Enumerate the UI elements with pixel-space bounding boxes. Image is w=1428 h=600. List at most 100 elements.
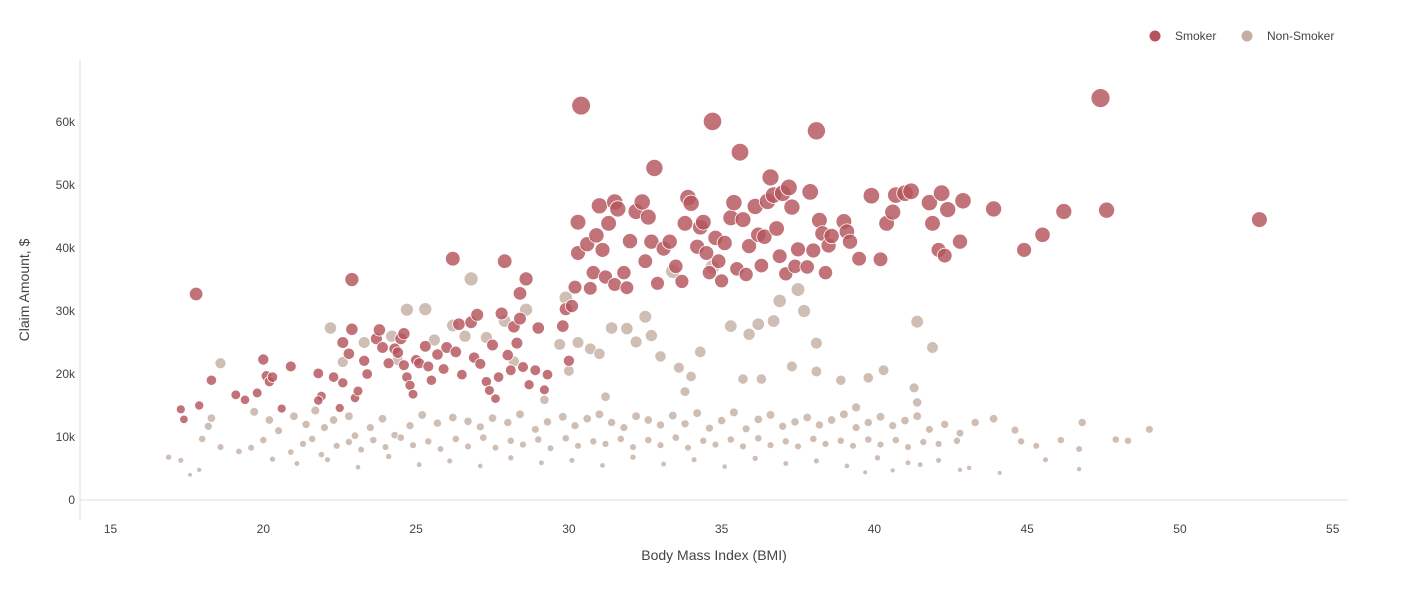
data-point: [358, 354, 371, 367]
data-point: [456, 368, 468, 381]
data-point: [357, 445, 365, 454]
data-point: [741, 238, 758, 255]
data-point: [293, 460, 301, 467]
data-point: [1111, 435, 1120, 444]
data-point: [558, 412, 568, 422]
data-point: [790, 282, 806, 297]
x-tick-label: 15: [104, 522, 118, 536]
data-point: [753, 257, 770, 274]
data-point: [925, 425, 934, 434]
data-point: [1251, 211, 1268, 228]
data-point: [424, 437, 433, 446]
data-point: [639, 208, 657, 226]
data-point: [534, 435, 543, 444]
data-point: [1075, 445, 1083, 453]
data-point: [620, 322, 634, 336]
data-point: [904, 443, 912, 451]
data-point: [716, 415, 727, 426]
data-point: [754, 434, 763, 443]
data-point: [957, 466, 964, 473]
data-point: [781, 437, 790, 446]
x-tick-label: 25: [409, 522, 423, 536]
data-point: [637, 253, 654, 269]
data-point: [801, 183, 819, 201]
data-point: [327, 371, 340, 383]
data-point: [699, 436, 708, 445]
data-point: [436, 445, 445, 453]
data-point: [188, 286, 204, 302]
data-points: [165, 88, 1268, 478]
data-point: [546, 444, 555, 453]
data-point: [417, 410, 427, 420]
data-point: [582, 414, 592, 424]
data-point: [561, 434, 570, 443]
data-point: [230, 389, 242, 401]
data-point: [452, 317, 466, 331]
data-point: [486, 338, 499, 352]
data-point: [494, 306, 509, 321]
data-point: [1016, 242, 1032, 258]
data-point: [344, 272, 360, 287]
data-point: [361, 368, 373, 380]
data-point: [259, 436, 268, 445]
data-point: [289, 411, 299, 421]
data-point: [876, 440, 885, 449]
data-point: [954, 192, 972, 210]
legend[interactable]: Smoker Non-Smoker: [1149, 29, 1335, 43]
data-point: [673, 361, 685, 374]
data-point: [431, 348, 444, 361]
data-point: [312, 367, 325, 380]
data-point: [970, 417, 980, 428]
data-point: [381, 443, 390, 451]
x-tick-label: 45: [1021, 522, 1035, 536]
data-point: [751, 317, 765, 331]
data-point: [571, 336, 585, 349]
data-point: [694, 345, 707, 359]
data-point: [638, 309, 653, 324]
data-point: [505, 364, 517, 376]
data-point: [570, 421, 580, 431]
legend-item[interactable]: Non-Smoker: [1241, 29, 1335, 43]
legend-label: Non-Smoker: [1267, 29, 1334, 43]
x-tick-label: 55: [1326, 522, 1340, 536]
data-point: [851, 250, 867, 267]
data-point: [336, 356, 349, 368]
legend-item[interactable]: Smoker: [1149, 29, 1217, 43]
data-point: [448, 412, 458, 423]
data-point: [786, 360, 798, 373]
data-point: [716, 235, 733, 251]
data-point: [382, 357, 395, 370]
data-point: [369, 436, 378, 445]
data-point: [679, 386, 691, 397]
data-point: [175, 404, 186, 415]
data-point: [590, 197, 608, 215]
data-point: [415, 461, 423, 468]
data-point: [644, 329, 658, 343]
data-point: [849, 441, 857, 450]
data-point: [952, 436, 961, 445]
y-tick-label: 60k: [56, 115, 76, 129]
data-point: [656, 420, 666, 430]
data-point: [396, 433, 405, 442]
data-point: [344, 437, 353, 446]
data-point: [790, 417, 800, 427]
data-point: [214, 357, 227, 370]
data-point: [631, 411, 641, 421]
data-point: [405, 421, 415, 431]
data-point: [877, 364, 890, 376]
data-point: [843, 462, 851, 470]
data-point: [264, 415, 275, 425]
data-point: [875, 412, 886, 422]
data-point: [739, 442, 747, 451]
data-point: [629, 335, 643, 349]
data-point: [1076, 466, 1083, 473]
data-point: [539, 394, 550, 405]
data-point: [470, 307, 485, 322]
data-point: [266, 371, 279, 383]
data-point: [676, 215, 694, 232]
data-point: [619, 280, 635, 295]
data-point: [600, 391, 611, 402]
data-point: [912, 397, 923, 408]
data-point: [916, 461, 924, 468]
data-point: [354, 464, 362, 471]
